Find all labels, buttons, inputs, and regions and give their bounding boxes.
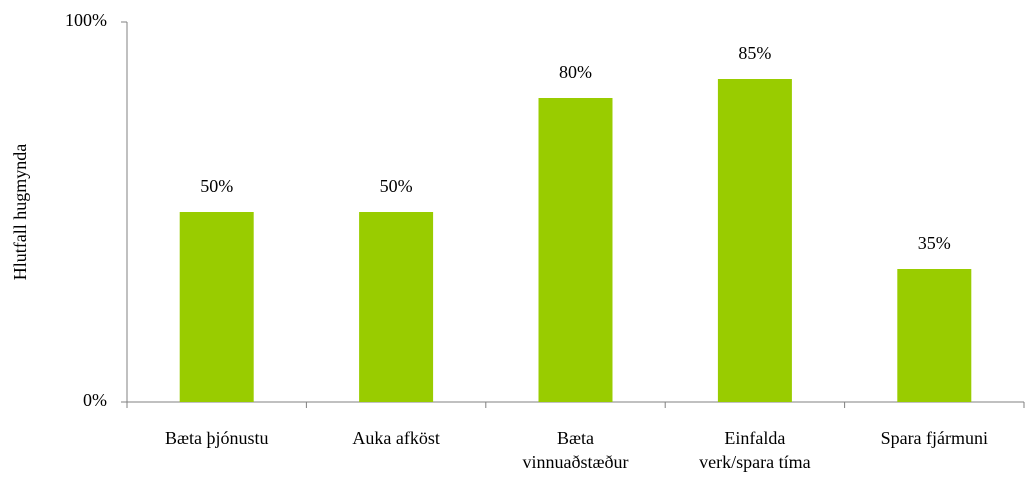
y-tick-label: 0% bbox=[83, 390, 107, 410]
x-tick-label: Spara fjármuni bbox=[881, 428, 988, 448]
bar bbox=[897, 269, 972, 402]
bar bbox=[538, 98, 613, 402]
y-tick-label: 100% bbox=[65, 10, 107, 30]
data-label: 80% bbox=[559, 62, 592, 82]
data-label: 50% bbox=[200, 176, 233, 196]
x-tick-label: Einfalda verk/spara tíma bbox=[699, 428, 810, 472]
x-tick-label: Bæta þjónustu bbox=[165, 428, 269, 448]
data-label: 50% bbox=[380, 176, 413, 196]
bar bbox=[717, 79, 792, 402]
data-label: 85% bbox=[738, 43, 771, 63]
x-tick-label: Bæta vinnuaðstæður bbox=[523, 428, 629, 472]
y-axis-label: Hlutfall hugmynda bbox=[10, 144, 30, 280]
x-tick-label: Auka afköst bbox=[352, 428, 439, 448]
data-label: 35% bbox=[918, 233, 951, 253]
bar bbox=[179, 212, 254, 402]
bar bbox=[359, 212, 434, 402]
